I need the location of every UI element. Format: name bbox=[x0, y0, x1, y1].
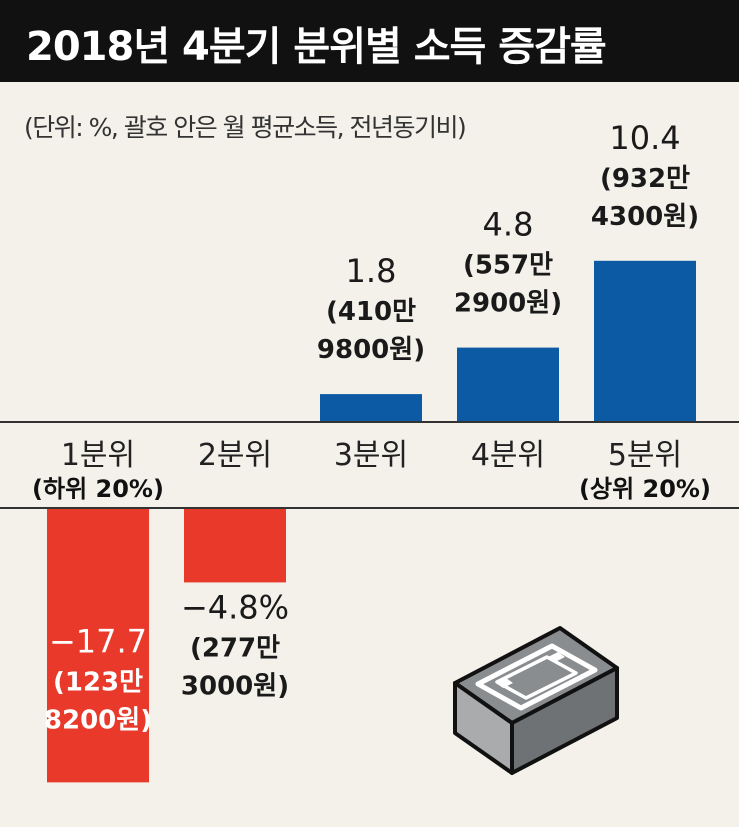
category-label-2: 2분위 bbox=[198, 438, 272, 473]
bar-2 bbox=[184, 508, 286, 583]
stack-of-cash-icon bbox=[453, 626, 619, 775]
income-label-4-1: (557만 bbox=[463, 251, 553, 281]
income-label-5-2: 4300원) bbox=[591, 202, 699, 232]
value-label-4: 4.8 bbox=[483, 206, 534, 244]
category-label-3: 3분위 bbox=[334, 438, 408, 473]
value-label-2: −4.8% bbox=[181, 588, 289, 626]
income-label-2-2: 3000원) bbox=[181, 671, 289, 701]
income-label-5-1: (932만 bbox=[600, 164, 690, 194]
category-label-1: 1분위 bbox=[61, 438, 135, 473]
bar-3 bbox=[320, 394, 422, 422]
value-label-5: 10.4 bbox=[609, 119, 680, 157]
income-label-4-2: 2900원) bbox=[454, 289, 562, 319]
income-label-3-1: (410만 bbox=[326, 297, 416, 327]
unit-note: (단위: %, 괄호 안은 월 평균소득, 전년동기비) bbox=[24, 113, 467, 142]
category-note-1: (하위 20%) bbox=[32, 475, 164, 503]
income-label-2-1: (277만 bbox=[190, 633, 280, 663]
value-label-3: 1.8 bbox=[346, 252, 397, 290]
title-bar: 2018년 4분기 분위별 소득 증감률 bbox=[0, 0, 739, 82]
bar-1 bbox=[47, 508, 149, 783]
category-label-5: 5분위 bbox=[608, 438, 682, 473]
income-label-1-2: 8200원) bbox=[44, 705, 152, 735]
bar-5 bbox=[594, 260, 696, 422]
value-label-1: −17.7 bbox=[49, 622, 147, 660]
income-label-1-1: (123만 bbox=[53, 667, 143, 697]
chart-title: 2018년 4분기 분위별 소득 증감률 bbox=[26, 24, 607, 70]
bar-4 bbox=[457, 347, 559, 422]
category-label-4: 4분위 bbox=[471, 438, 545, 473]
category-note-5: (상위 20%) bbox=[579, 475, 711, 503]
income-label-3-2: 9800원) bbox=[317, 335, 425, 365]
